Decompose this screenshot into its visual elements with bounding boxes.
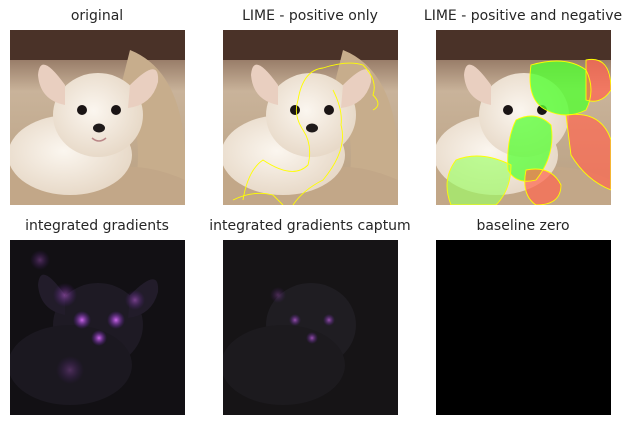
lime-posneg-image (436, 30, 611, 205)
lime-posneg-overlay (436, 30, 611, 205)
panel-title-lime-posneg: LIME - positive and negative (423, 8, 623, 24)
lime-positive-overlay (223, 30, 398, 205)
baseline-image (436, 240, 611, 415)
original-image (10, 30, 185, 205)
ig-captum-image (223, 240, 398, 415)
ig-image (10, 240, 185, 415)
panel-title-baseline: baseline zero (476, 218, 570, 234)
lime-boundaries-posneg (446, 58, 611, 205)
ig-captum-attribution (223, 240, 398, 415)
lime-boundaries (232, 62, 379, 205)
dog-photo (10, 30, 185, 205)
panel-title-lime-positive: LIME - positive only (242, 8, 378, 24)
ig-attribution (10, 240, 185, 415)
panel-title-original: original (70, 8, 124, 24)
panel-title-ig-captum: integrated gradients captum (209, 218, 411, 234)
panel-title-ig: integrated gradients (25, 218, 169, 234)
lime-positive-image (223, 30, 398, 205)
